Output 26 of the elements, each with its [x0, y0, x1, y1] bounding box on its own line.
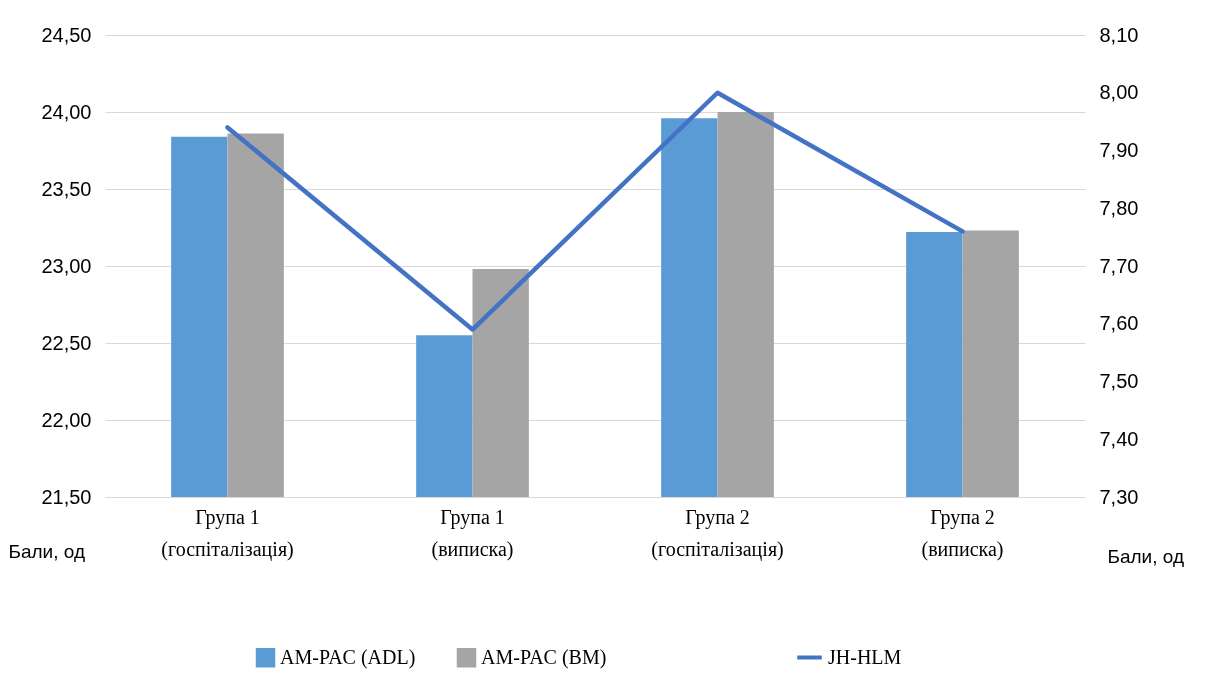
y2-tick-label: 7,90	[1099, 139, 1139, 161]
x-tick-label: Група 2 (госпіталізація)	[651, 505, 784, 561]
y-tick-label: 24,00	[41, 100, 92, 123]
legend-label: AM-PAC (ADL)	[280, 645, 416, 669]
y2-axis-title: Бали, од	[1107, 545, 1185, 567]
x-tick-label: Група 2 (виписка)	[921, 505, 1004, 561]
y-tick-label: 22,50	[41, 331, 92, 354]
y-tick-label: 24,50	[41, 23, 92, 46]
y2-tick-label: 7,80	[1099, 196, 1139, 219]
y-axis-title: Бали, од	[8, 540, 86, 562]
y2-tick-label: 8,10	[1099, 23, 1139, 46]
legend-label: AM-PAC (BM)	[481, 645, 607, 669]
y2-tick-label: 7,30	[1099, 485, 1139, 508]
y-tick-label: 23,50	[41, 177, 92, 200]
y2-tick-label: 7,60	[1099, 312, 1139, 335]
y-tick-label: 21,50	[41, 485, 92, 508]
x-tick-label: Група 1 (виписка)	[431, 505, 514, 561]
legend-label: JH-HLM	[828, 645, 902, 668]
x-tick-label: Група 1 (госпіталізація)	[161, 505, 294, 561]
y2-tick-label: 7,50	[1099, 370, 1139, 392]
y2-tick-label: 7,70	[1099, 254, 1139, 277]
line-series	[225, 90, 965, 332]
y2-tick-label: 8,00	[1099, 81, 1139, 104]
y2-tick-label: 7,40	[1099, 427, 1139, 450]
y-tick-label: 23,00	[41, 254, 92, 277]
y-tick-label: 22,00	[41, 408, 92, 431]
